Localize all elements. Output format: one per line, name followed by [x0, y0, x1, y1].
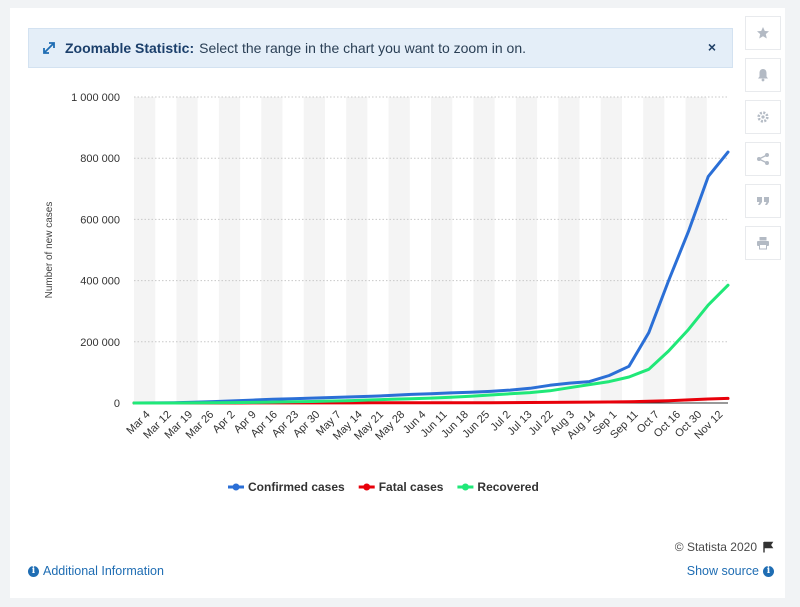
- close-icon[interactable]: ×: [707, 39, 716, 55]
- band: [473, 97, 495, 403]
- legend-marker: [363, 483, 371, 491]
- additional-info-link[interactable]: i Additional Information: [28, 564, 164, 578]
- legend-label: Fatal cases: [379, 480, 444, 494]
- legend-label: Confirmed cases: [248, 480, 345, 494]
- band: [600, 97, 622, 403]
- banner-message: Select the range in the chart you want t…: [199, 40, 527, 56]
- band: [346, 97, 368, 403]
- additional-info-text: Additional Information: [43, 564, 164, 578]
- expand-icon: [43, 42, 55, 54]
- y-tick-label: 200 000: [80, 337, 120, 349]
- band: [176, 97, 198, 403]
- share-icon: [757, 153, 769, 165]
- series-line: [132, 150, 730, 405]
- y-tick-label: 1 000 000: [71, 92, 120, 104]
- share-button[interactable]: [745, 142, 781, 176]
- band: [303, 97, 325, 403]
- show-source-link[interactable]: Show source i: [687, 564, 774, 578]
- legend-marker: [232, 483, 240, 491]
- band: [388, 97, 410, 403]
- band: [558, 97, 580, 403]
- y-tick-label: 800 000: [80, 153, 120, 165]
- gear-icon: [757, 111, 769, 123]
- banner-title: Zoomable Statistic:: [65, 40, 195, 56]
- band: [643, 97, 665, 403]
- print-icon: [757, 237, 769, 250]
- y-tick-label: 600 000: [80, 214, 120, 226]
- cite-button[interactable]: [745, 184, 781, 218]
- band: [685, 97, 707, 403]
- notification-button[interactable]: [745, 58, 781, 92]
- credit-text: © Statista 2020: [674, 540, 757, 554]
- legend-marker: [461, 483, 469, 491]
- band: [134, 97, 156, 403]
- bell-icon: [758, 69, 768, 82]
- band: [218, 97, 241, 403]
- legend-label: Recovered: [477, 480, 538, 494]
- favorite-button[interactable]: [745, 16, 781, 50]
- credit: © Statista 2020: [675, 540, 774, 554]
- y-axis-label: Number of new cases: [44, 202, 55, 299]
- star-icon: [757, 27, 769, 39]
- show-source-text: Show source: [686, 564, 759, 578]
- band: [515, 97, 538, 403]
- zoom-banner: Zoomable Statistic: Select the range in …: [28, 28, 733, 68]
- quote-icon: [757, 197, 769, 205]
- settings-button[interactable]: [745, 100, 781, 134]
- band: [261, 97, 283, 403]
- y-tick-label: 400 000: [80, 276, 120, 288]
- band: [431, 97, 453, 403]
- series-line: [132, 283, 730, 405]
- info-icon: i: [763, 565, 774, 577]
- y-tick-label: 0: [114, 398, 120, 410]
- print-button[interactable]: [745, 226, 781, 260]
- toolbar: [745, 16, 781, 268]
- x-tick-label: Apr 2: [211, 409, 238, 436]
- flag-icon: [763, 541, 774, 553]
- info-icon: i: [28, 565, 39, 577]
